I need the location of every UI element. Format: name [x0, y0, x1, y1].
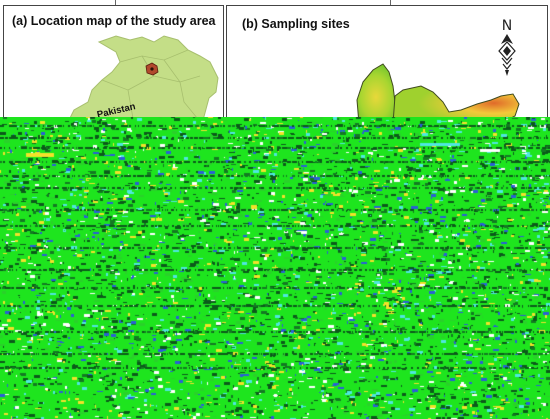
location-map-panel: (a) Location map of the study area Pakis…: [3, 5, 224, 123]
top-tick-mark: [390, 0, 391, 5]
sampling-site-region: [392, 85, 520, 122]
sampling-sites-panel: (b) Sampling sites N: [226, 5, 548, 123]
province-border: [163, 59, 201, 122]
top-tick-mark: [115, 0, 116, 5]
north-arrow-graphic: [498, 34, 516, 76]
study-area-marker-icon: [145, 62, 159, 76]
sampling-sites-title: (b) Sampling sites: [242, 17, 350, 31]
sampling-sites-map: [356, 63, 520, 122]
corrupted-image-region: [0, 117, 550, 419]
pakistan-outline: [69, 35, 219, 122]
north-label: N: [501, 18, 513, 34]
province-border: [119, 49, 189, 63]
location-map-title: (a) Location map of the study area: [12, 14, 216, 28]
north-arrow-icon: N: [495, 18, 519, 80]
country-map: [69, 35, 219, 122]
sampling-site-region: [356, 63, 400, 122]
